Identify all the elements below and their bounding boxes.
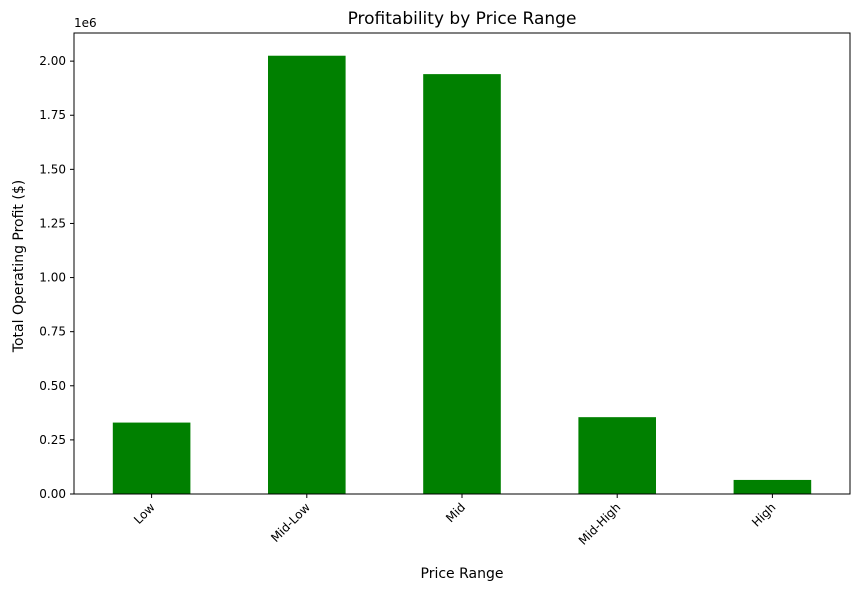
x-tick-label-mid: Mid	[443, 500, 468, 525]
bar-mid-low	[268, 55, 346, 495]
bar-mid	[423, 74, 501, 494]
y-axis-label: Total Operating Profit ($)	[11, 180, 27, 353]
y-tick-label: 2.00	[39, 54, 66, 68]
plot-area: 0.00 0.25 0.50 0.75 1.00 1.25 1.50 1.75 2.00 Low M…	[39, 32, 851, 548]
x-axis-label: Price Range	[421, 566, 504, 582]
bar-low	[112, 422, 191, 494]
y-tick-label: 1.25	[39, 216, 66, 230]
y-axis-offset-label: 1e6	[74, 16, 97, 30]
bar-high	[733, 479, 812, 494]
y-tick-label: 1.75	[39, 108, 66, 122]
y-tick-label: 0.00	[39, 487, 66, 501]
bar-mid-high	[578, 417, 656, 494]
y-tick-label: 0.25	[39, 433, 66, 447]
x-tick-label-high: High	[749, 500, 778, 529]
y-tick-label: 1.00	[39, 271, 66, 285]
x-tick-label-mid-high: Mid-High	[576, 500, 624, 548]
x-tick-label-mid-low: Mid-Low	[268, 500, 313, 545]
x-tick-label-low: Low	[131, 500, 158, 527]
chart-title: Profitability by Price Range	[348, 9, 577, 29]
y-tick-label: 0.75	[39, 325, 66, 339]
y-tick-label: 1.50	[39, 162, 66, 176]
y-tick-label: 0.50	[39, 379, 66, 393]
